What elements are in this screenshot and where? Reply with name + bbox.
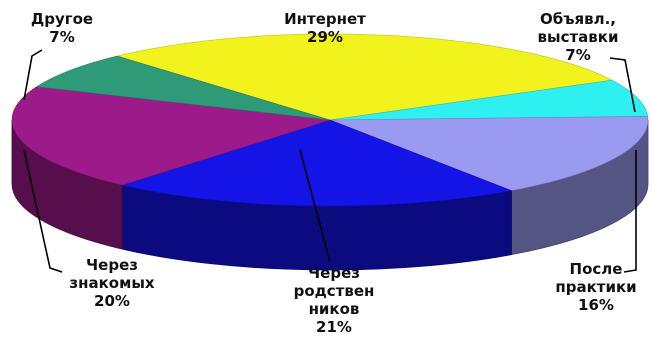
leader-line-4	[23, 149, 63, 273]
pie-sides	[11, 119, 649, 271]
pie-top-faces	[11, 33, 649, 207]
slice-value-label-5: 7%	[49, 28, 74, 46]
leader-line-1	[609, 57, 636, 113]
slice-name-label-0: Интернет	[284, 10, 366, 28]
pie-slice-2	[329, 116, 649, 191]
pie-slice-3	[121, 119, 513, 207]
leader-line-5	[23, 49, 43, 101]
slice-name-label-4: Через	[86, 256, 138, 274]
pie-slice-5	[35, 55, 331, 121]
slice-value-label-2: 16%	[578, 296, 614, 314]
slice-name-label-2: практики	[555, 278, 636, 296]
slice-name-label-1: выставки	[538, 28, 619, 46]
slice-value-label-1: 7%	[565, 46, 590, 64]
slice-name-label-3: родствен	[294, 282, 375, 300]
pie-slice-1	[329, 79, 649, 121]
slice-name-label-3: ников	[309, 300, 360, 318]
pie-slice-0	[116, 33, 613, 121]
slice-name-label-5: Другое	[31, 10, 93, 28]
slice-value-label-3: 21%	[316, 318, 352, 334]
slice-name-label-3: Через	[308, 264, 360, 282]
pie-labels: Интернет29%Объявл.,выставки7%Послепракти…	[23, 10, 637, 336]
leader-line-2	[623, 150, 637, 273]
slice-value-label-0: 29%	[307, 28, 343, 46]
leader-line-3	[299, 149, 331, 263]
pie-slice-4	[11, 86, 331, 186]
slice-name-label-4: знакомых	[69, 274, 155, 292]
slice-name-label-1: Объявл.,	[540, 10, 616, 28]
slice-name-label-2: После	[570, 260, 623, 278]
slice-value-label-4: 20%	[94, 292, 130, 310]
